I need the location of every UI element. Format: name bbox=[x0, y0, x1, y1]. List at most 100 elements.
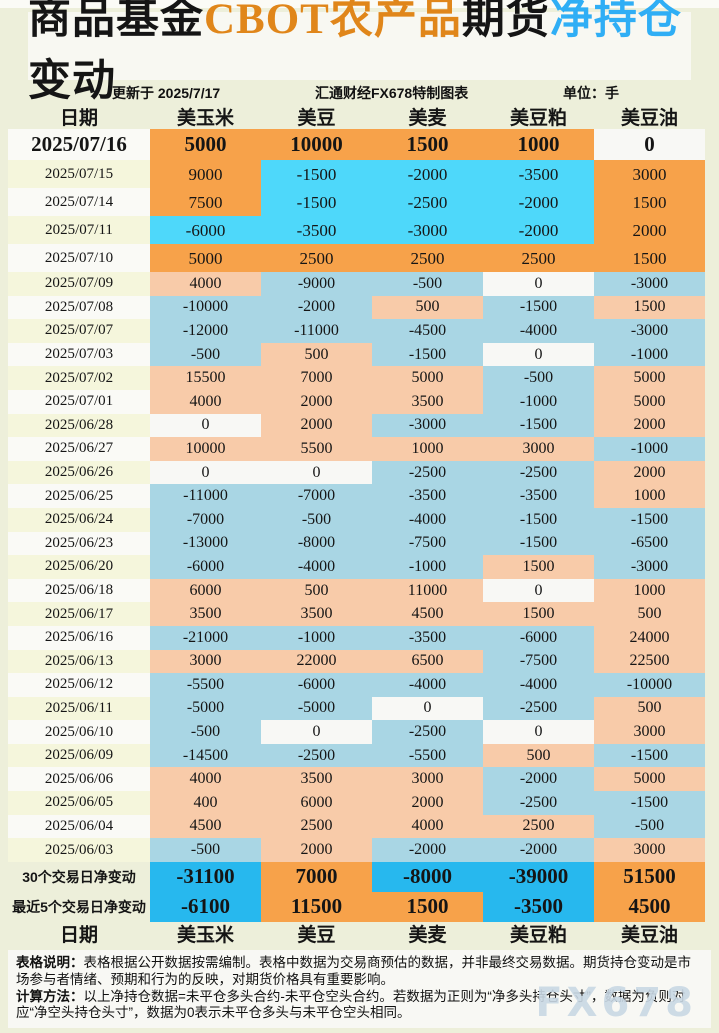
row-date: 2025/07/15 bbox=[8, 160, 150, 188]
value-cell: -5500 bbox=[372, 743, 483, 768]
value-cell: -2000 bbox=[483, 188, 594, 216]
summary-value-cell: -39000 bbox=[483, 861, 594, 892]
value-cell: 0 bbox=[150, 413, 261, 438]
value-cell: 1000 bbox=[483, 129, 594, 160]
summary-value-cell: 4500 bbox=[594, 891, 705, 922]
value-cell: -6000 bbox=[483, 625, 594, 650]
value-cell: -500 bbox=[261, 507, 372, 532]
summary-value-cell: -6100 bbox=[150, 891, 261, 922]
table-row: 2025/06/09 -14500 -2500 -5500 500 -1500 bbox=[8, 743, 705, 768]
value-cell: -3500 bbox=[372, 484, 483, 508]
table-row: 2025/06/23 -13000 -8000 -7500 -1500 -6500 bbox=[8, 531, 705, 556]
row-date: 2025/06/10 bbox=[8, 720, 150, 744]
row-date: 2025/06/11 bbox=[8, 696, 150, 721]
row-date: 2025/07/02 bbox=[8, 366, 150, 390]
value-cell: -500 bbox=[150, 342, 261, 367]
value-cell: 1000 bbox=[594, 578, 705, 603]
value-cell: 500 bbox=[483, 743, 594, 768]
value-cell: 11000 bbox=[372, 578, 483, 603]
table-row: 2025/07/11 -6000 -3500 -3000 -2000 2000 bbox=[8, 216, 705, 244]
row-date: 2025/06/04 bbox=[8, 814, 150, 839]
value-cell: 2000 bbox=[372, 791, 483, 815]
value-cell: -2000 bbox=[483, 216, 594, 244]
meta-row: 更新于 2025/7/17 汇通财经FX678特制图表 单位：手 bbox=[0, 80, 719, 103]
value-cell: -2000 bbox=[483, 838, 594, 862]
table-row: 2025/06/03 -500 2000 -2000 -2000 3000 bbox=[8, 838, 705, 862]
table-row: 2025/06/05 400 6000 2000 -2500 -1500 bbox=[8, 791, 705, 815]
value-cell: 7000 bbox=[261, 366, 372, 390]
column-header-5: 美豆油 bbox=[620, 107, 678, 129]
value-cell: 4000 bbox=[150, 389, 261, 414]
value-cell: -5000 bbox=[261, 696, 372, 721]
value-cell: 4500 bbox=[372, 602, 483, 626]
table-row: 2025/06/10 -500 0 -2500 0 3000 bbox=[8, 720, 705, 744]
row-date: 2025/06/06 bbox=[8, 767, 150, 792]
note2-text: 以上净持仓数据=未平仓多头合约-未平仓空头合约。若数据为正则为“净多头持仓头寸”… bbox=[16, 988, 686, 1021]
row-date: 2025/06/28 bbox=[8, 413, 150, 438]
summary-value-cell: 51500 bbox=[594, 861, 705, 892]
updated-label: 更新于 2025/7/17 bbox=[112, 85, 221, 101]
row-date: 2025/06/05 bbox=[8, 791, 150, 815]
value-cell: 3000 bbox=[150, 649, 261, 674]
value-cell: 5000 bbox=[594, 366, 705, 390]
value-cell: 2500 bbox=[261, 244, 372, 272]
title-segment: 净持仓 bbox=[549, 0, 682, 43]
row-date: 2025/06/12 bbox=[8, 673, 150, 697]
value-cell: 10000 bbox=[150, 437, 261, 461]
value-cell: -2500 bbox=[372, 460, 483, 485]
value-cell: -11000 bbox=[150, 484, 261, 508]
value-cell: -4000 bbox=[372, 673, 483, 697]
column-header-4: 美豆粕 bbox=[509, 107, 567, 129]
value-cell: 500 bbox=[261, 578, 372, 603]
summary-value-cell: 7000 bbox=[261, 861, 372, 892]
value-cell: -1000 bbox=[594, 437, 705, 461]
value-cell: 3500 bbox=[372, 389, 483, 414]
table-row: 2025/06/06 4000 3500 3000 -2000 5000 bbox=[8, 767, 705, 792]
value-cell: -1500 bbox=[261, 188, 372, 216]
table-row: 2025/06/27 10000 5500 1000 3000 -1000 bbox=[8, 437, 705, 461]
note2-label: 计算方法： bbox=[16, 988, 84, 1004]
summary-row: 30个交易日净变动 -31100 7000 -8000 -39000 51500 bbox=[8, 861, 705, 892]
table-row: 2025/07/01 4000 2000 3500 -1000 5000 bbox=[8, 389, 705, 414]
value-cell: -7500 bbox=[372, 531, 483, 556]
row-date: 2025/06/13 bbox=[8, 649, 150, 674]
value-cell: 5000 bbox=[150, 129, 261, 160]
value-cell: -1500 bbox=[483, 507, 594, 532]
summary-row: 最近5个交易日净变动 -6100 11500 1500 -3500 4500 bbox=[8, 891, 705, 922]
summary-value-cell: -3500 bbox=[483, 891, 594, 922]
value-cell: -13000 bbox=[150, 531, 261, 556]
value-cell: 2500 bbox=[483, 814, 594, 839]
value-cell: 1500 bbox=[594, 295, 705, 320]
value-cell: 5500 bbox=[261, 437, 372, 461]
value-cell: 3000 bbox=[594, 720, 705, 744]
value-cell: 22500 bbox=[594, 649, 705, 674]
table-row: 2025/06/04 4500 2500 4000 2500 -500 bbox=[8, 814, 705, 839]
value-cell: -4000 bbox=[372, 507, 483, 532]
value-cell: -12000 bbox=[150, 319, 261, 343]
table-row: 2025/06/12 -5500 -6000 -4000 -4000 -10000 bbox=[8, 673, 705, 697]
value-cell: 500 bbox=[594, 602, 705, 626]
column-header-0: 日期 bbox=[59, 107, 98, 129]
note1-text: 表格根据公开数据按需编制。表格中数据为交易商预估的数据，并非最终交易数据。期货持… bbox=[16, 954, 691, 987]
table-row: 2025/06/18 6000 500 11000 0 1000 bbox=[8, 578, 705, 603]
value-cell: 5000 bbox=[594, 767, 705, 792]
row-date: 2025/07/03 bbox=[8, 342, 150, 367]
value-cell: 2000 bbox=[594, 460, 705, 485]
value-cell: -4000 bbox=[483, 319, 594, 343]
value-cell: 500 bbox=[372, 295, 483, 320]
value-cell: -1000 bbox=[261, 625, 372, 650]
row-date: 2025/06/26 bbox=[8, 460, 150, 485]
summary-value-cell: 1500 bbox=[372, 891, 483, 922]
table-row: 2025/06/24 -7000 -500 -4000 -1500 -1500 bbox=[8, 507, 705, 532]
value-cell: -2500 bbox=[372, 188, 483, 216]
value-cell: -3500 bbox=[372, 625, 483, 650]
value-cell: 1500 bbox=[594, 244, 705, 272]
table-row: 2025/07/14 7500 -1500 -2500 -2000 1500 bbox=[8, 188, 705, 216]
value-cell: -4000 bbox=[261, 555, 372, 579]
summary-value-cell: -31100 bbox=[150, 861, 261, 892]
value-cell: -3500 bbox=[483, 484, 594, 508]
value-cell: 4000 bbox=[150, 272, 261, 296]
value-cell: 3500 bbox=[150, 602, 261, 626]
table-row: 2025/07/08 -10000 -2000 500 -1500 1500 bbox=[8, 295, 705, 320]
value-cell: 400 bbox=[150, 791, 261, 815]
